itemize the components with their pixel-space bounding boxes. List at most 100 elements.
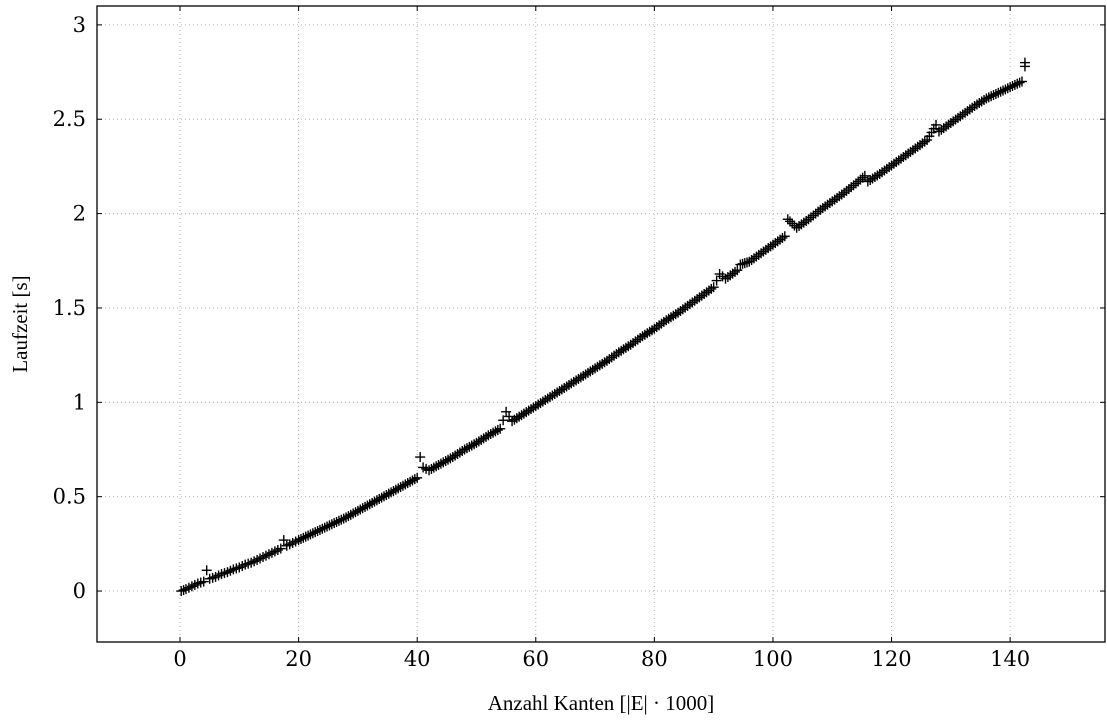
y-axis-title: Laufzeit [s] <box>8 275 32 372</box>
data-point <box>195 577 206 588</box>
data-point <box>272 544 283 555</box>
data-point <box>298 532 309 543</box>
data-point <box>735 259 746 270</box>
data-point <box>213 570 224 581</box>
data-point <box>478 433 489 444</box>
data-point <box>846 182 857 193</box>
data-point <box>730 266 741 277</box>
data-point <box>737 258 748 269</box>
data-point <box>300 531 311 542</box>
data-point <box>526 404 537 415</box>
data-point <box>964 104 975 115</box>
data-point <box>415 452 426 463</box>
data-point <box>976 96 987 107</box>
data-point <box>751 251 762 262</box>
data-point <box>431 461 442 472</box>
x-tick-label: 0 <box>173 647 186 671</box>
data-point <box>178 585 189 596</box>
data-point <box>338 513 349 524</box>
plot-frame <box>96 5 1106 643</box>
data-point <box>329 518 340 529</box>
data-point <box>514 411 525 422</box>
data-point <box>371 495 382 506</box>
data-point <box>928 123 939 134</box>
data-point <box>492 425 503 436</box>
data-point <box>1016 76 1027 87</box>
data-point <box>237 561 248 572</box>
data-point <box>609 350 620 361</box>
data-point <box>988 90 999 101</box>
data-point <box>383 488 394 499</box>
data-point <box>1005 82 1016 93</box>
data-point <box>466 440 477 451</box>
data-point <box>409 474 420 485</box>
grid-lines <box>97 6 1105 642</box>
y-tick-label: 1 <box>73 390 86 414</box>
data-point <box>490 426 501 437</box>
data-point <box>869 171 880 182</box>
data-point <box>785 216 795 227</box>
data-point <box>775 234 786 245</box>
data-point <box>742 257 753 268</box>
data-point <box>537 396 548 407</box>
y-tick-label: 3 <box>73 13 86 37</box>
data-point <box>881 163 892 174</box>
data-point <box>561 381 572 392</box>
data-point <box>941 121 952 132</box>
data-point <box>443 454 454 465</box>
data-point <box>692 294 703 305</box>
data-point <box>632 334 643 345</box>
axis-ticks <box>97 6 1105 642</box>
y-tick-label: 0.5 <box>53 485 86 509</box>
data-point <box>857 172 868 183</box>
data-points <box>176 57 1030 597</box>
data-point <box>986 91 997 102</box>
data-point <box>324 520 335 531</box>
data-point <box>319 522 330 533</box>
data-point <box>998 85 1009 96</box>
y-tick-label: 2.5 <box>53 107 86 131</box>
x-tick-label: 60 <box>522 647 549 671</box>
x-tick-label: 100 <box>753 647 793 671</box>
data-point <box>310 527 321 538</box>
data-point <box>219 568 230 579</box>
data-point <box>739 258 750 269</box>
data-point <box>504 411 515 422</box>
data-point <box>314 524 325 535</box>
data-point <box>993 87 1004 98</box>
data-point <box>706 283 717 294</box>
data-point <box>952 112 963 123</box>
data-point <box>201 565 212 576</box>
data-point <box>1019 57 1030 68</box>
data-point <box>573 373 584 384</box>
data-point <box>243 558 254 569</box>
data-point <box>995 86 1006 97</box>
data-point <box>498 415 509 426</box>
x-tick-label: 20 <box>285 647 312 671</box>
data-point <box>333 515 344 526</box>
data-point <box>668 310 679 321</box>
data-point <box>1000 84 1011 95</box>
y-tick-label: 2 <box>73 202 86 226</box>
data-point <box>183 582 194 593</box>
data-point <box>680 302 691 313</box>
data-point <box>782 214 793 225</box>
data-point <box>1007 81 1018 92</box>
data-point <box>787 218 798 229</box>
x-tick-label: 80 <box>641 647 668 671</box>
data-point <box>597 358 608 369</box>
x-tick-label: 120 <box>871 647 911 671</box>
data-point <box>777 232 788 243</box>
data-point <box>644 326 655 337</box>
data-point <box>656 318 667 329</box>
data-point <box>231 563 242 574</box>
data-point <box>834 191 845 202</box>
x-tick-label: 140 <box>990 647 1030 671</box>
data-point <box>810 208 821 219</box>
data-point <box>893 155 904 166</box>
data-point <box>549 389 560 400</box>
data-point <box>905 146 916 157</box>
data-point <box>798 217 809 228</box>
data-point <box>711 275 722 286</box>
data-point <box>312 526 323 537</box>
